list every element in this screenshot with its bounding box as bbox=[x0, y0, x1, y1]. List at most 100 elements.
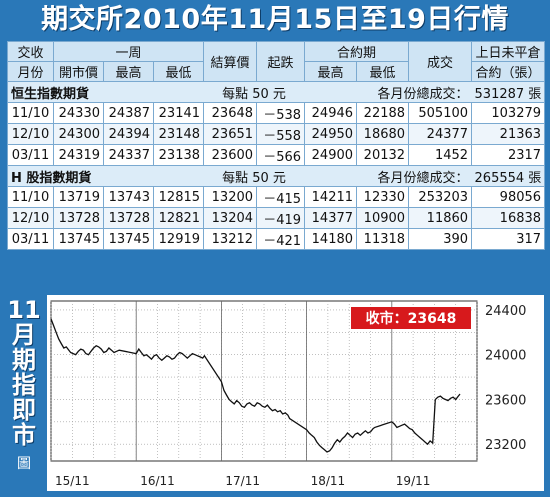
col-header: 成交 bbox=[408, 41, 473, 82]
table-cell: －566 bbox=[256, 144, 306, 166]
close-price-label: 收市：23648 bbox=[366, 310, 457, 327]
table-row: 12/10 13728 13728 12821 13204 －419 14377 10900 1… bbox=[7, 207, 546, 229]
table-cell: 14377 bbox=[304, 207, 358, 229]
table-cell: 11318 bbox=[356, 228, 410, 250]
table-cell: 14211 bbox=[304, 186, 358, 208]
table-cell: 23148 bbox=[152, 123, 205, 145]
quote-table: 交收 一周 結算價 起跌 合約期 成交 上日未平倉 月份 開市價 最高 最低 最… bbox=[6, 41, 546, 250]
table-cell: 13745 bbox=[53, 228, 104, 250]
table-cell: 23138 bbox=[152, 144, 205, 166]
table-cell: 390 bbox=[408, 228, 473, 250]
section-points: 每點 50 元 bbox=[203, 165, 305, 187]
col-header: 合約期 bbox=[304, 41, 410, 62]
col-header: 最高 bbox=[304, 61, 358, 82]
table-cell: 24330 bbox=[53, 102, 104, 124]
table-cell: 24946 bbox=[304, 102, 358, 124]
table-cell: 12821 bbox=[152, 207, 205, 229]
col-header: 一周 bbox=[52, 41, 205, 62]
table-cell: 13200 bbox=[203, 186, 258, 208]
table-cell: －421 bbox=[256, 228, 306, 250]
table-cell: 24377 bbox=[408, 123, 473, 145]
y-tick-label: 23200 bbox=[485, 438, 526, 453]
x-tick-label: 18/11 bbox=[311, 474, 346, 488]
table-cell: 12/10 bbox=[7, 123, 54, 145]
col-header: 結算價 bbox=[203, 41, 258, 82]
intraday-chart: 24400 24000 23600 23200 15/11 16/11 17/11 18/11… bbox=[50, 300, 526, 488]
table-cell: 24300 bbox=[53, 123, 104, 145]
table-row: 03/11 13745 13745 12919 13212 －421 14180 11318 3… bbox=[7, 228, 546, 250]
close-price-badge bbox=[351, 307, 471, 329]
side-title-char: 期 bbox=[12, 346, 36, 374]
header-row-2: 月份 開市價 最高 最低 最高 最低 合約（張） bbox=[7, 61, 546, 82]
table-cell: 24319 bbox=[53, 144, 104, 166]
section-total-label: 各月份總成交： bbox=[304, 165, 472, 187]
col-header: 合約（張） bbox=[471, 61, 546, 82]
col-header: 最低 bbox=[152, 61, 205, 82]
table-cell: 98056 bbox=[471, 186, 546, 208]
col-header: 最高 bbox=[103, 61, 154, 82]
table-cell: 18680 bbox=[356, 123, 410, 145]
col-header: 交收 bbox=[7, 41, 54, 62]
table-cell: 23651 bbox=[203, 123, 258, 145]
x-tick-label: 17/11 bbox=[225, 474, 260, 488]
table-cell: 22188 bbox=[356, 102, 410, 124]
table-cell: 03/11 bbox=[7, 144, 54, 166]
table-cell: 10900 bbox=[356, 207, 410, 229]
table-cell: 16838 bbox=[471, 207, 546, 229]
table-cell: 1452 bbox=[408, 144, 473, 166]
table-cell: 505100 bbox=[408, 102, 473, 124]
table-cell: 11860 bbox=[408, 207, 473, 229]
table-cell: 11/10 bbox=[7, 186, 54, 208]
col-header: 月份 bbox=[7, 61, 54, 82]
y-tick-label: 24000 bbox=[485, 349, 526, 364]
table-cell: 24394 bbox=[103, 123, 154, 145]
col-header: 最低 bbox=[356, 61, 410, 82]
side-title-char: 月 bbox=[12, 321, 36, 349]
table-cell: 24900 bbox=[304, 144, 358, 166]
table-cell: 24387 bbox=[103, 102, 154, 124]
table-cell: 2317 bbox=[471, 144, 546, 166]
table-cell: 03/11 bbox=[7, 228, 54, 250]
table-cell: 23600 bbox=[203, 144, 258, 166]
side-title-char: 指 bbox=[12, 371, 36, 399]
table-cell: －538 bbox=[256, 102, 306, 124]
table-cell: 13212 bbox=[203, 228, 258, 250]
table-row: 11/10 13719 13743 12815 13200 －415 14211 12330 2… bbox=[7, 186, 546, 208]
table-cell: 13204 bbox=[203, 207, 258, 229]
table-cell: 13745 bbox=[103, 228, 154, 250]
side-title-char: 即 bbox=[12, 396, 36, 424]
table-cell: 11/10 bbox=[7, 102, 54, 124]
section-total-value: 265554 張 bbox=[471, 165, 546, 187]
y-tick-label: 23600 bbox=[485, 393, 526, 408]
table-cell: 12815 bbox=[152, 186, 205, 208]
table-cell: 23648 bbox=[203, 102, 258, 124]
page-title: 期交所2010年11月15日至19日行情 bbox=[41, 4, 509, 35]
side-title-char: 11 bbox=[7, 296, 41, 324]
table-cell: 20132 bbox=[356, 144, 410, 166]
section-points: 每點 50 元 bbox=[203, 81, 305, 103]
table-cell: 13719 bbox=[53, 186, 104, 208]
section-name: 恒生指數期貨 bbox=[6, 81, 204, 103]
side-title-char: 市 bbox=[12, 421, 36, 449]
table-cell: 13728 bbox=[103, 207, 154, 229]
table-cell: 12/10 bbox=[7, 207, 54, 229]
table-row: 12/10 24300 24394 23148 23651 －558 24950 18680 2… bbox=[7, 123, 546, 145]
table-cell: 317 bbox=[471, 228, 546, 250]
chart-side-caption: 圖 bbox=[17, 456, 31, 472]
table-cell: 23141 bbox=[152, 102, 205, 124]
section-name: H 股指數期貨 bbox=[6, 165, 204, 187]
table-cell: －419 bbox=[256, 207, 306, 229]
section-row: H 股指數期貨 每點 50 元各月份總成交： 265554 張 bbox=[6, 165, 546, 187]
col-header: 起跌 bbox=[256, 41, 306, 82]
table-cell: 13743 bbox=[103, 186, 154, 208]
table-cell: 12919 bbox=[152, 228, 205, 250]
x-tick-label: 16/11 bbox=[140, 474, 175, 488]
table-row: 11/10 24330 24387 23141 23648 －538 24946 22188 5… bbox=[7, 102, 546, 124]
section-row: 恒生指數期貨 每點 50 元各月份總成交： 531287 張 bbox=[6, 81, 546, 103]
table-cell: 21363 bbox=[471, 123, 546, 145]
table-cell: 14180 bbox=[304, 228, 358, 250]
x-tick-label: 19/11 bbox=[396, 474, 431, 488]
y-tick-label: 24400 bbox=[485, 304, 526, 319]
section-total-label: 各月份總成交： bbox=[304, 81, 472, 103]
table-cell: 24337 bbox=[103, 144, 154, 166]
